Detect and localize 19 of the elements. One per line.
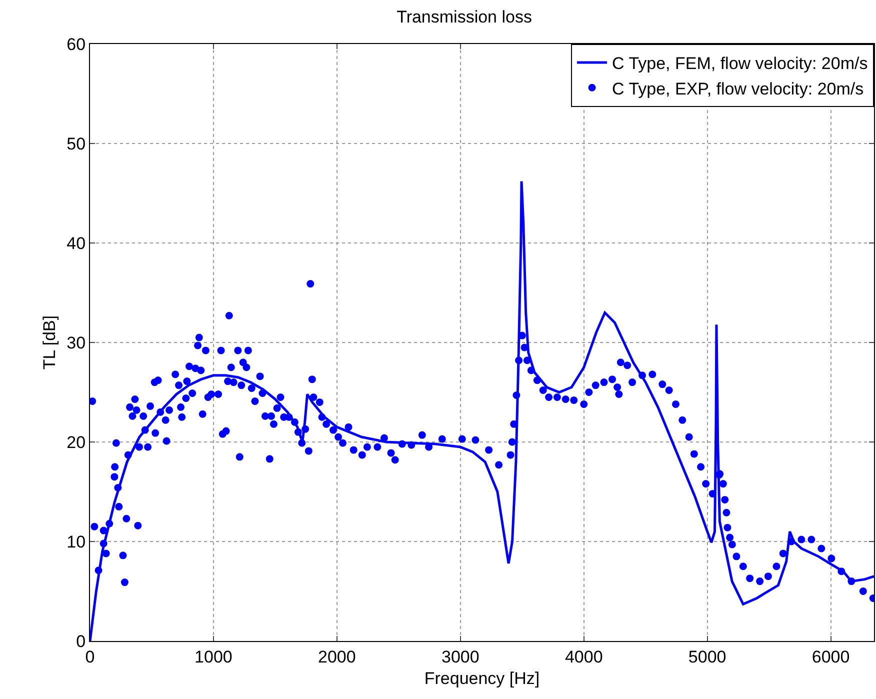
y-axis-title: TL [dB] (40, 315, 60, 370)
x-tick-label: 3000 (441, 647, 480, 666)
line-series (90, 180, 874, 641)
chart-title: Transmission loss (396, 7, 532, 26)
x-axis-title: Frequency [Hz] (424, 668, 540, 688)
legend-label: C Type, EXP, flow velocity: 20m/s (612, 79, 864, 98)
x-tick-label: 5000 (688, 647, 726, 666)
x-tick-label: 4000 (564, 647, 603, 666)
x-tick-label: 6000 (812, 647, 850, 666)
y-tick-label: 40 (66, 234, 86, 253)
y-tick-label: 60 (66, 34, 86, 54)
y-tick-label: 50 (66, 134, 86, 154)
x-tick-label: 2000 (318, 647, 356, 666)
y-tick-label: 30 (66, 333, 86, 352)
x-tick-label: 1000 (194, 647, 232, 666)
y-tick-label: 0 (76, 632, 86, 651)
y-tick-label: 20 (66, 432, 86, 452)
legend-label: C Type, FEM, flow velocity: 20m/s (612, 54, 868, 74)
y-tick-label: 10 (66, 532, 86, 552)
